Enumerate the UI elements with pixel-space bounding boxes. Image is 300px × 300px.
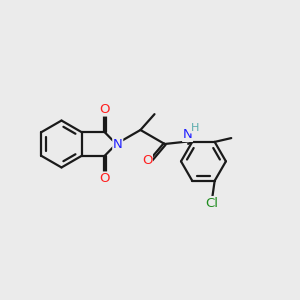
Text: O: O xyxy=(100,103,110,116)
Text: Cl: Cl xyxy=(206,196,219,210)
Text: N: N xyxy=(183,128,192,141)
Text: N: N xyxy=(113,137,123,151)
Text: O: O xyxy=(142,154,152,167)
Text: O: O xyxy=(100,172,110,185)
Text: H: H xyxy=(190,123,199,133)
